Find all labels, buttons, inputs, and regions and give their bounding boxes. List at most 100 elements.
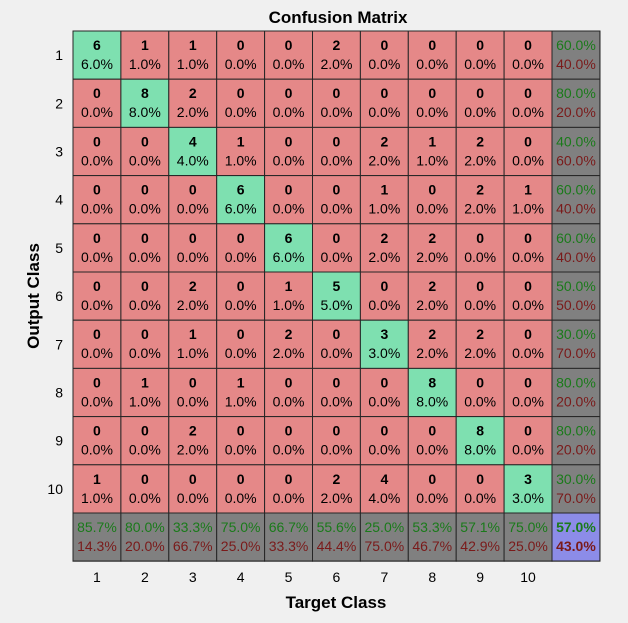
matrix-cell: 0 0.0% [407,30,457,80]
cell-count-label: 0 [141,471,149,487]
cell-percent-label: 0.0% [512,56,544,72]
matrix-cell-bg [72,126,122,177]
cell-percent-label: 2.0% [416,249,448,265]
cell-percent-label: 1.0% [129,393,161,409]
matrix-cell-bg [312,464,361,514]
matrix-cell-bg [312,271,361,321]
cell-percent-label: 0.0% [225,442,257,458]
cell-count-label: 2 [285,326,293,342]
x-tick-label: 4 [237,569,245,585]
cell-percent-label: 0.0% [368,442,400,458]
cell-count-label: 0 [93,133,101,149]
matrix-cell: 8 8.0% [120,78,170,128]
cell-percent-label: 0.0% [512,393,544,409]
matrix-cell: 0 0.0% [216,223,266,273]
cell-percent-label: 3.0% [512,490,544,506]
cell-count-label: 0 [237,37,245,53]
cell-percent-label: 0.0% [320,152,352,168]
col-summary-cell: 66.7% 33.3% [264,512,314,562]
row-incorrect-label: 20.0% [556,104,596,120]
cell-percent-label: 0.0% [225,297,257,313]
cell-count-label: 0 [141,423,149,439]
cell-percent-label: 0.0% [129,152,161,168]
matrix-cell: 6 6.0% [72,30,122,80]
cell-percent-label: 0.0% [320,345,352,361]
col-summary-bg [120,512,170,562]
row-correct-label: 40.0% [556,133,596,149]
cell-percent-label: 1.0% [368,201,400,217]
row-summary-bg [551,319,601,369]
y-tick-label: 9 [55,433,63,449]
matrix-cell: 1 1.0% [168,30,218,80]
matrix-cell: 0 0.0% [72,416,122,466]
matrix-cell-bg [359,78,409,128]
cell-percent-label: 0.0% [81,297,113,313]
matrix-cell-bg [120,416,170,466]
cell-count-label: 0 [524,230,532,246]
matrix-cell: 0 0.0% [216,464,266,514]
matrix-cell: 0 0.0% [455,367,505,418]
matrix-cell-bg [407,30,457,80]
cell-count-label: 1 [380,182,388,198]
col-incorrect-label: 25.0% [221,538,261,554]
cell-percent-label: 0.0% [368,393,400,409]
cell-percent-label: 1.0% [512,201,544,217]
cell-percent-label: 2.0% [320,490,352,506]
matrix-cell: 1 1.0% [216,367,266,418]
row-summary-cell: 80.0% 20.0% [551,367,601,418]
cell-count-label: 0 [189,182,197,198]
cell-count-label: 0 [476,374,484,390]
matrix-cell: 2 2.0% [312,30,361,80]
cell-percent-label: 0.0% [512,297,544,313]
matrix-cell: 1 1.0% [359,175,409,225]
matrix-cell-bg [264,367,314,418]
cell-percent-label: 2.0% [464,152,496,168]
matrix-cell-bg [120,367,170,418]
row-correct-label: 80.0% [556,85,596,101]
matrix-cell: 0 0.0% [72,367,122,418]
cell-percent-label: 0.0% [273,152,305,168]
col-summary-bg [455,512,505,562]
cell-count-label: 0 [476,37,484,53]
cell-count-label: 0 [380,374,388,390]
row-correct-label: 60.0% [556,182,596,198]
cell-percent-label: 0.0% [320,393,352,409]
cell-count-label: 0 [93,230,101,246]
matrix-cell-bg [503,30,553,80]
cell-count-label: 0 [524,374,532,390]
cell-count-label: 2 [428,326,436,342]
matrix-cell: 0 0.0% [455,78,505,128]
cell-count-label: 0 [189,374,197,390]
matrix-cell-bg [455,464,505,514]
matrix-cell: 2 2.0% [407,271,457,321]
matrix-cell-bg [168,271,218,321]
matrix-cell-bg [312,30,361,80]
col-correct-label: 53.3% [412,519,452,535]
col-summary-bg [168,512,218,562]
cell-count-label: 2 [380,230,388,246]
cell-count-label: 0 [141,182,149,198]
matrix-cell-bg [407,416,457,466]
cell-count-label: 8 [476,423,484,439]
matrix-cell: 0 0.0% [168,223,218,273]
cell-percent-label: 0.0% [320,104,352,120]
x-axis-label: Target Class [286,593,387,612]
matrix-cell: 1 1.0% [72,464,122,514]
matrix-cell-bg [359,126,409,177]
col-summary-bg [312,512,361,562]
y-tick-label: 6 [55,288,63,304]
matrix-cell: 2 2.0% [455,175,505,225]
matrix-cell-bg [312,223,361,273]
matrix-cell: 0 0.0% [503,126,553,177]
cell-count-label: 0 [141,230,149,246]
cell-percent-label: 0.0% [512,152,544,168]
matrix-cell: 0 0.0% [120,319,170,369]
matrix-cell: 0 0.0% [503,223,553,273]
cell-count-label: 0 [237,230,245,246]
matrix-cell: 0 0.0% [120,223,170,273]
cell-count-label: 4 [380,471,388,487]
cell-count-label: 1 [189,326,197,342]
cell-percent-label: 0.0% [273,393,305,409]
y-tick-label: 4 [55,192,63,208]
